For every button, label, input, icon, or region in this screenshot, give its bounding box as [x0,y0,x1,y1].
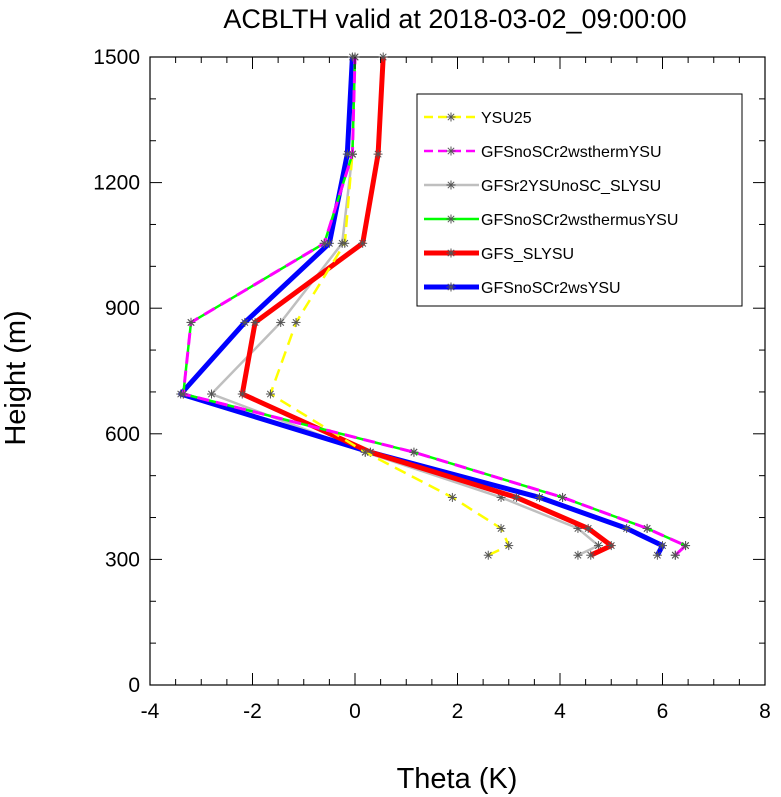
legend-marker [446,146,456,156]
legend-marker [446,180,456,190]
series-point-ysu25 [504,541,514,551]
x-tick-label: 6 [657,700,669,723]
x-axis-label: Theta (K) [397,763,518,795]
series-point-gfsnoscr2wsysu [535,492,544,502]
series-point-ysu25 [483,550,493,560]
series-point-ysu25 [265,389,275,399]
series-point-gfsnoscr2wsysu [658,541,667,551]
series-point-ysu25 [496,523,506,533]
series-point-gfsr2ysunosc-slysu [573,550,583,560]
series-point-gfsnoscr2wsthermysu [319,238,329,248]
series-point-gfs-slysu [583,523,593,533]
legend-item-gfsr2ysunosc-slysu: GFSr2YSUnoSC_SLYSU [424,178,661,195]
series-point-gfs-slysu [358,238,368,248]
legend-item-gfsnoscr2wsthermysu: GFSnoSCr2wsthermYSU [424,144,662,161]
legend-marker [446,248,456,258]
y-tick-label: 1500 [93,46,140,69]
legend-label: GFSnoSCr2wsYSU [481,280,621,297]
legend-marker [446,112,456,122]
legend-item-ysu25: YSU25 [424,110,532,127]
series-line-gfsr2ysunosc-slysu [210,56,600,557]
series-point-gfsr2ysunosc-slysu [276,317,286,327]
legend-marker [446,282,456,292]
legend-label: GFSr2YSUnoSC_SLYSU [481,178,661,195]
x-tick-label: 0 [349,700,361,723]
series-point-gfs-slysu [606,541,616,551]
legend-item-gfsnoscr2wsthermusysu: GFSnoSCr2wsthermusYSU [424,212,678,229]
series-point-gfsr2ysunosc-slysu [207,389,216,399]
legend-label: GFSnoSCr2wsthermYSU [481,144,662,161]
legend-label: GFSnoSCr2wsthermusYSU [481,212,678,229]
x-tick-label: 2 [452,700,464,723]
series-line-gfsnoscr2wsthermysu [181,56,688,557]
y-tick-label: 1200 [93,172,140,195]
y-tick-label: 900 [105,297,140,320]
y-tick-label: 300 [105,548,140,571]
series-point-ysu25 [447,492,457,502]
series-point-gfsnoscr2wsthermysu [670,550,680,560]
series-point-gfs-slysu [250,317,260,327]
x-tick-label: -2 [243,700,262,723]
series-line-ysu25 [269,56,511,557]
legend-label: GFS_SLYSU [481,246,574,263]
series-point-gfsnoscr2wsthermysu [409,447,419,457]
series-point-ysu25 [340,238,350,248]
series-point-ysu25 [291,317,301,327]
series-point-gfsr2ysunosc-slysu [593,541,603,551]
x-tick-label: 8 [759,700,771,723]
series-point-gfsnoscr2wsthermysu [558,492,568,502]
legend-item-gfs-slysu: GFS_SLYSU [424,246,574,263]
series-point-gfs-slysu [237,389,247,399]
series-point-gfs-slysu [378,52,388,62]
series-ysu25 [265,52,514,560]
series-line-gfs-slysu [239,56,614,558]
legend-item-gfsnoscr2wsysu: GFSnoSCr2wsYSU [424,280,621,297]
series-point-gfsnoscr2wsthermysu [642,523,652,533]
series-point-gfsnoscr2wsysu [240,317,250,327]
x-tick-label: -4 [141,700,160,723]
series-point-gfsnoscr2wsysu [652,550,662,560]
series-point-gfsnoscr2wsysu [342,149,352,159]
chart-title: ACBLTH valid at 2018-03-02_09:00:00 [223,4,686,34]
series-point-gfs-slysu [586,550,596,560]
y-tick-label: 0 [128,674,140,697]
legend-marker [446,214,456,224]
series-point-ysu25 [360,447,370,457]
series-point-gfsnoscr2wsthermysu [186,317,196,327]
x-tick-label: 4 [554,700,566,723]
series-point-gfsnoscr2wsthermysu [347,149,357,159]
y-axis-label: Height (m) [0,310,32,445]
legend-box [416,93,743,307]
series-point-gfs-slysu [511,492,521,502]
series-point-gfs-slysu [373,149,383,159]
legend-label: YSU25 [481,110,532,127]
series-point-gfsnoscr2wsthermysu [681,541,691,551]
series-point-gfsnoscr2wsthermysu [178,389,188,399]
series-point-gfsnoscr2wsysu [622,523,632,533]
y-tick-label: 600 [105,423,140,446]
